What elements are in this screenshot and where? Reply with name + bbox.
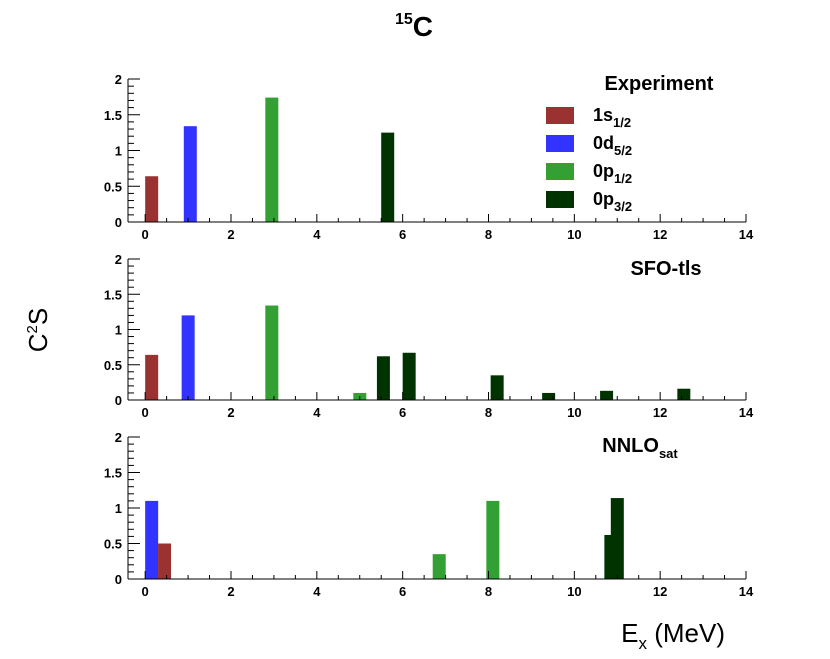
y-tick-label: 0 bbox=[115, 215, 122, 230]
panel-label-base: Experiment bbox=[605, 73, 714, 95]
y-tick-label: 2 bbox=[115, 252, 122, 267]
x-tick-label: 4 bbox=[313, 405, 321, 420]
chart-title-superscript: 15 bbox=[395, 11, 413, 28]
bar-0p3-2 bbox=[402, 352, 416, 400]
x-tick-label: 0 bbox=[142, 584, 149, 599]
x-tick-label: 8 bbox=[485, 584, 492, 599]
legend-label: 0p3/2 bbox=[593, 189, 632, 214]
x-tick-label: 6 bbox=[399, 405, 406, 420]
legend-label-subscript: 3/2 bbox=[614, 199, 632, 214]
x-tick-label: 6 bbox=[399, 584, 406, 599]
bar-0p1-2 bbox=[265, 305, 279, 400]
panel-label: SFO-tls bbox=[630, 258, 701, 280]
x-tick-label: 4 bbox=[313, 584, 321, 599]
legend-label: 0p1/2 bbox=[593, 161, 632, 186]
x-tick-label: 12 bbox=[653, 584, 667, 599]
chart-title-text: C bbox=[413, 11, 433, 42]
x-tick-label: 0 bbox=[142, 405, 149, 420]
y-tick-label: 1.5 bbox=[104, 108, 122, 123]
bar-0p3-2 bbox=[600, 390, 614, 400]
y-tick-label: 0.5 bbox=[104, 358, 122, 373]
y-tick-label: 2 bbox=[115, 72, 122, 87]
legend-swatch-1s1-2 bbox=[546, 107, 574, 124]
bar-1s1-2 bbox=[158, 543, 172, 579]
legend-label-base: 0p bbox=[593, 161, 614, 181]
x-tick-label: 8 bbox=[485, 405, 492, 420]
bar-0d5-2 bbox=[183, 126, 197, 222]
bar-0p3-2 bbox=[376, 356, 390, 400]
y-tick-label: 0.5 bbox=[104, 179, 122, 194]
y-tick-label: 1 bbox=[115, 323, 122, 338]
y-tick-label: 1.5 bbox=[104, 287, 122, 302]
y-tick-label: 1 bbox=[115, 144, 122, 159]
legend-label: 0d5/2 bbox=[593, 133, 632, 158]
x-tick-label: 14 bbox=[739, 227, 754, 242]
x-tick-label: 12 bbox=[653, 227, 667, 242]
x-tick-label: 6 bbox=[399, 227, 406, 242]
y-tick-label: 0 bbox=[115, 393, 122, 408]
x-axis-title-rest: (MeV) bbox=[647, 618, 725, 648]
x-axis-title-subscript: x bbox=[639, 634, 648, 653]
x-tick-label: 10 bbox=[567, 584, 581, 599]
x-tick-label: 0 bbox=[142, 227, 149, 242]
bar-0p3-2 bbox=[610, 498, 624, 579]
legend-swatch-0p1-2 bbox=[546, 163, 574, 180]
legend-label-base: 0d bbox=[593, 133, 614, 153]
legend-label-subscript: 5/2 bbox=[614, 143, 632, 158]
x-axis-title-base: E bbox=[621, 618, 638, 648]
panel-label-base: NNLO bbox=[602, 435, 659, 457]
x-tick-label: 2 bbox=[227, 227, 234, 242]
panel-label: Experiment bbox=[605, 73, 714, 95]
legend-label-subscript: 1/2 bbox=[613, 115, 631, 130]
chart-title: 15C bbox=[395, 11, 433, 42]
y-axis-title: C2S bbox=[23, 308, 53, 352]
panel-label-base: SFO-tls bbox=[630, 258, 701, 280]
bar-0p1-2 bbox=[265, 97, 279, 222]
legend-label-subscript: 1/2 bbox=[614, 171, 632, 186]
x-tick-label: 12 bbox=[653, 405, 667, 420]
bar-0d5-2 bbox=[181, 315, 195, 400]
x-tick-label: 2 bbox=[227, 584, 234, 599]
y-tick-label: 0.5 bbox=[104, 537, 122, 552]
panel-experiment: 0 0.5 1 1.5 2 0 2 4 6 8 10 12 14 Experiment bbox=[104, 72, 754, 242]
x-tick-label: 10 bbox=[567, 227, 581, 242]
y-tick-label: 2 bbox=[115, 430, 122, 445]
y-tick-label: 0 bbox=[115, 572, 122, 587]
bar-0p3-2 bbox=[677, 388, 691, 400]
bar-1s1-2 bbox=[145, 354, 159, 400]
bar-0d5-2 bbox=[145, 500, 159, 579]
panel-label: NNLOsat bbox=[602, 435, 678, 461]
y-axis-title-superscript: 2 bbox=[24, 325, 41, 333]
y-axis-title-base: C bbox=[23, 333, 53, 352]
panel-sfo-tls: 0 0.5 1 1.5 2 0 2 4 6 8 10 12 14 SFO-tls bbox=[104, 252, 754, 420]
bar-0p3-2 bbox=[542, 392, 556, 400]
bar-0p1-2 bbox=[432, 554, 446, 579]
legend-label-base: 1s bbox=[593, 105, 613, 125]
x-tick-label: 14 bbox=[739, 405, 754, 420]
bar-0p3-2 bbox=[381, 132, 395, 222]
bar-0p3-2 bbox=[490, 375, 504, 400]
legend-swatch-0d5-2 bbox=[546, 135, 574, 152]
x-tick-label: 8 bbox=[485, 227, 492, 242]
y-axis-title-rest: S bbox=[23, 308, 53, 325]
legend-label-base: 0p bbox=[593, 189, 614, 209]
panel-nnlosat: 0 0.5 1 1.5 2 0 2 4 6 8 10 12 14 NNLOsat bbox=[104, 430, 754, 599]
x-tick-label: 14 bbox=[739, 584, 754, 599]
y-tick-label: 1 bbox=[115, 501, 122, 516]
bar-0p1-2 bbox=[486, 500, 500, 579]
x-tick-label: 10 bbox=[567, 405, 581, 420]
panel-label-subscript: sat bbox=[659, 446, 678, 461]
y-tick-label: 1.5 bbox=[104, 466, 122, 481]
x-tick-label: 4 bbox=[313, 227, 321, 242]
legend-label: 1s1/2 bbox=[593, 105, 631, 130]
legend-swatch-0p3-2 bbox=[546, 191, 574, 208]
x-axis-title: Ex (MeV) bbox=[621, 618, 725, 653]
x-tick-label: 2 bbox=[227, 405, 234, 420]
bar-1s1-2 bbox=[145, 176, 159, 222]
